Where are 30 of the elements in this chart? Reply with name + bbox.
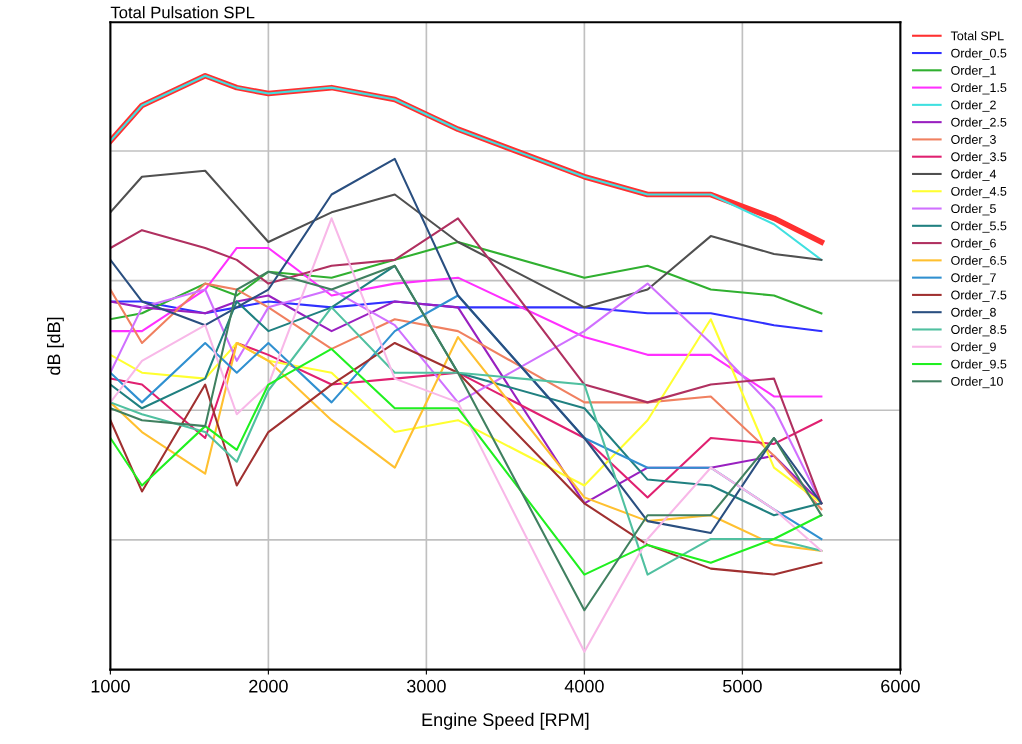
legend-label: Order_8.5	[951, 324, 1007, 337]
x-tick-label: 1000	[91, 679, 130, 693]
legend-label: Order_7	[951, 272, 996, 285]
legend-label: Order_8	[951, 307, 996, 320]
y-axis-title: dB [dB]	[47, 317, 64, 375]
legend-label: Order_6	[951, 238, 996, 250]
legend-label: Total SPL	[950, 31, 1004, 41]
x-axis-title: Engine Speed [RPM]	[422, 712, 589, 730]
legend-label: Order_4	[951, 169, 997, 181]
x-tick-label: 5000	[723, 679, 762, 693]
legend-label: Order_5	[951, 203, 996, 216]
legend-label: Order_3	[951, 134, 996, 147]
chart-title: Total Pulsation SPL	[110, 6, 255, 19]
legend-label: Order_10	[951, 376, 1003, 389]
legend-label: Order_2.5	[951, 117, 1007, 129]
legend-label: Order_1	[951, 65, 996, 78]
legend-label: Order_7.5	[951, 290, 1007, 302]
x-tick-label: 3000	[406, 679, 446, 693]
legend-label: Order_0.5	[951, 48, 1007, 60]
x-tick-label: 2000	[249, 679, 288, 693]
legend-label: Order_9.5	[951, 359, 1007, 371]
legend-label: Order_4.5	[951, 186, 1007, 199]
legend-label: Order_3.5	[951, 152, 1007, 164]
x-tick-label: 4000	[564, 679, 604, 693]
legend-label: Order_6.5	[951, 255, 1007, 268]
legend-label: Order_5.5	[951, 221, 1007, 233]
legend-label: Order_2	[951, 100, 996, 112]
legend-label: Order_1.5	[951, 82, 1007, 95]
legend-label: Order_9	[951, 342, 996, 354]
x-tick-label: 6000	[881, 679, 920, 693]
